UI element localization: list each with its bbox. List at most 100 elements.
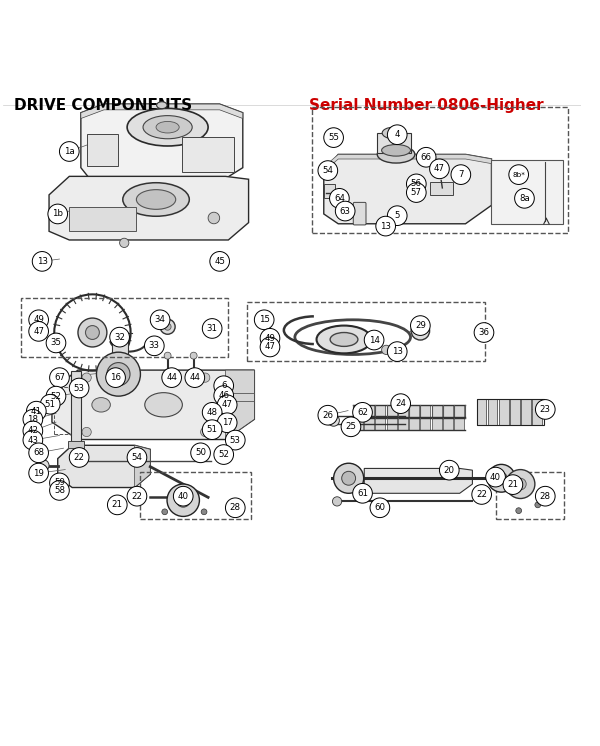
Circle shape	[48, 204, 68, 224]
Text: 36: 36	[478, 328, 490, 337]
Bar	[375, 417, 385, 430]
Text: 59: 59	[54, 478, 65, 487]
Bar	[86, 134, 118, 166]
Circle shape	[506, 469, 535, 498]
Circle shape	[176, 493, 190, 507]
Bar	[21, 298, 229, 357]
Text: 66: 66	[421, 153, 431, 162]
Bar	[140, 472, 251, 519]
Circle shape	[318, 405, 338, 425]
Bar	[68, 441, 84, 448]
Ellipse shape	[317, 325, 371, 354]
Circle shape	[487, 464, 515, 492]
Text: 53: 53	[74, 383, 85, 392]
Circle shape	[26, 401, 46, 421]
Circle shape	[509, 165, 529, 184]
Circle shape	[69, 448, 89, 467]
Ellipse shape	[157, 101, 167, 109]
Text: 58: 58	[54, 486, 65, 495]
Circle shape	[167, 484, 199, 516]
Circle shape	[29, 463, 49, 483]
Ellipse shape	[382, 127, 406, 139]
Text: 60: 60	[374, 504, 385, 513]
Text: 13: 13	[392, 347, 403, 356]
Circle shape	[107, 495, 127, 515]
Circle shape	[260, 328, 280, 348]
Circle shape	[202, 420, 222, 439]
Text: 49: 49	[33, 316, 44, 325]
Text: 24: 24	[395, 399, 406, 408]
Text: 51: 51	[45, 400, 56, 409]
Circle shape	[162, 368, 181, 387]
Ellipse shape	[156, 122, 179, 133]
Circle shape	[200, 373, 210, 382]
Text: 7: 7	[458, 170, 464, 179]
Circle shape	[535, 502, 541, 508]
Text: 16: 16	[110, 373, 121, 382]
Bar	[69, 207, 136, 231]
Polygon shape	[134, 445, 150, 488]
Text: 61: 61	[357, 489, 368, 498]
Circle shape	[46, 333, 66, 353]
Circle shape	[110, 327, 130, 347]
Circle shape	[226, 430, 245, 450]
Circle shape	[29, 310, 49, 330]
Circle shape	[472, 485, 491, 504]
Circle shape	[406, 183, 426, 202]
Bar	[443, 417, 453, 430]
Text: 6: 6	[221, 381, 226, 390]
Ellipse shape	[330, 333, 358, 346]
Text: 8a: 8a	[519, 194, 530, 203]
Circle shape	[516, 508, 521, 513]
Ellipse shape	[136, 189, 176, 210]
Bar	[421, 417, 430, 430]
Text: 23: 23	[540, 405, 551, 414]
Text: 28: 28	[230, 504, 241, 513]
Circle shape	[342, 471, 356, 485]
Text: 51: 51	[206, 425, 218, 434]
Text: 47: 47	[221, 401, 233, 410]
Polygon shape	[52, 370, 254, 439]
Text: 44: 44	[166, 373, 177, 382]
Circle shape	[430, 159, 449, 179]
Bar	[112, 341, 128, 370]
Circle shape	[185, 368, 205, 387]
Text: 1b: 1b	[52, 210, 63, 219]
Circle shape	[23, 410, 43, 429]
Text: 55: 55	[328, 133, 339, 142]
Text: 4: 4	[394, 131, 400, 140]
Circle shape	[202, 403, 222, 422]
Bar	[430, 182, 453, 195]
Bar	[325, 184, 335, 198]
Circle shape	[214, 445, 233, 464]
Bar	[364, 405, 374, 418]
Circle shape	[329, 189, 349, 208]
Bar	[496, 472, 564, 519]
Circle shape	[254, 310, 274, 330]
Bar	[312, 107, 568, 233]
Circle shape	[210, 251, 229, 272]
Bar	[532, 399, 542, 424]
Circle shape	[119, 238, 129, 248]
Circle shape	[37, 460, 49, 471]
Circle shape	[160, 319, 175, 334]
Circle shape	[145, 336, 164, 356]
Text: 47: 47	[265, 342, 275, 351]
Circle shape	[114, 369, 123, 379]
Circle shape	[353, 403, 373, 422]
Bar	[431, 417, 442, 430]
Circle shape	[416, 327, 424, 335]
Text: 68: 68	[33, 448, 44, 457]
Bar	[353, 405, 363, 418]
Text: 32: 32	[114, 333, 125, 342]
Polygon shape	[491, 160, 563, 224]
Bar	[409, 417, 419, 430]
Bar	[499, 399, 509, 424]
Text: 54: 54	[131, 453, 142, 462]
Circle shape	[364, 330, 384, 350]
Text: 8b*: 8b*	[512, 172, 525, 178]
Circle shape	[82, 373, 91, 382]
Text: 46: 46	[218, 391, 229, 400]
Text: 22: 22	[131, 492, 142, 501]
Text: 40: 40	[178, 492, 189, 501]
